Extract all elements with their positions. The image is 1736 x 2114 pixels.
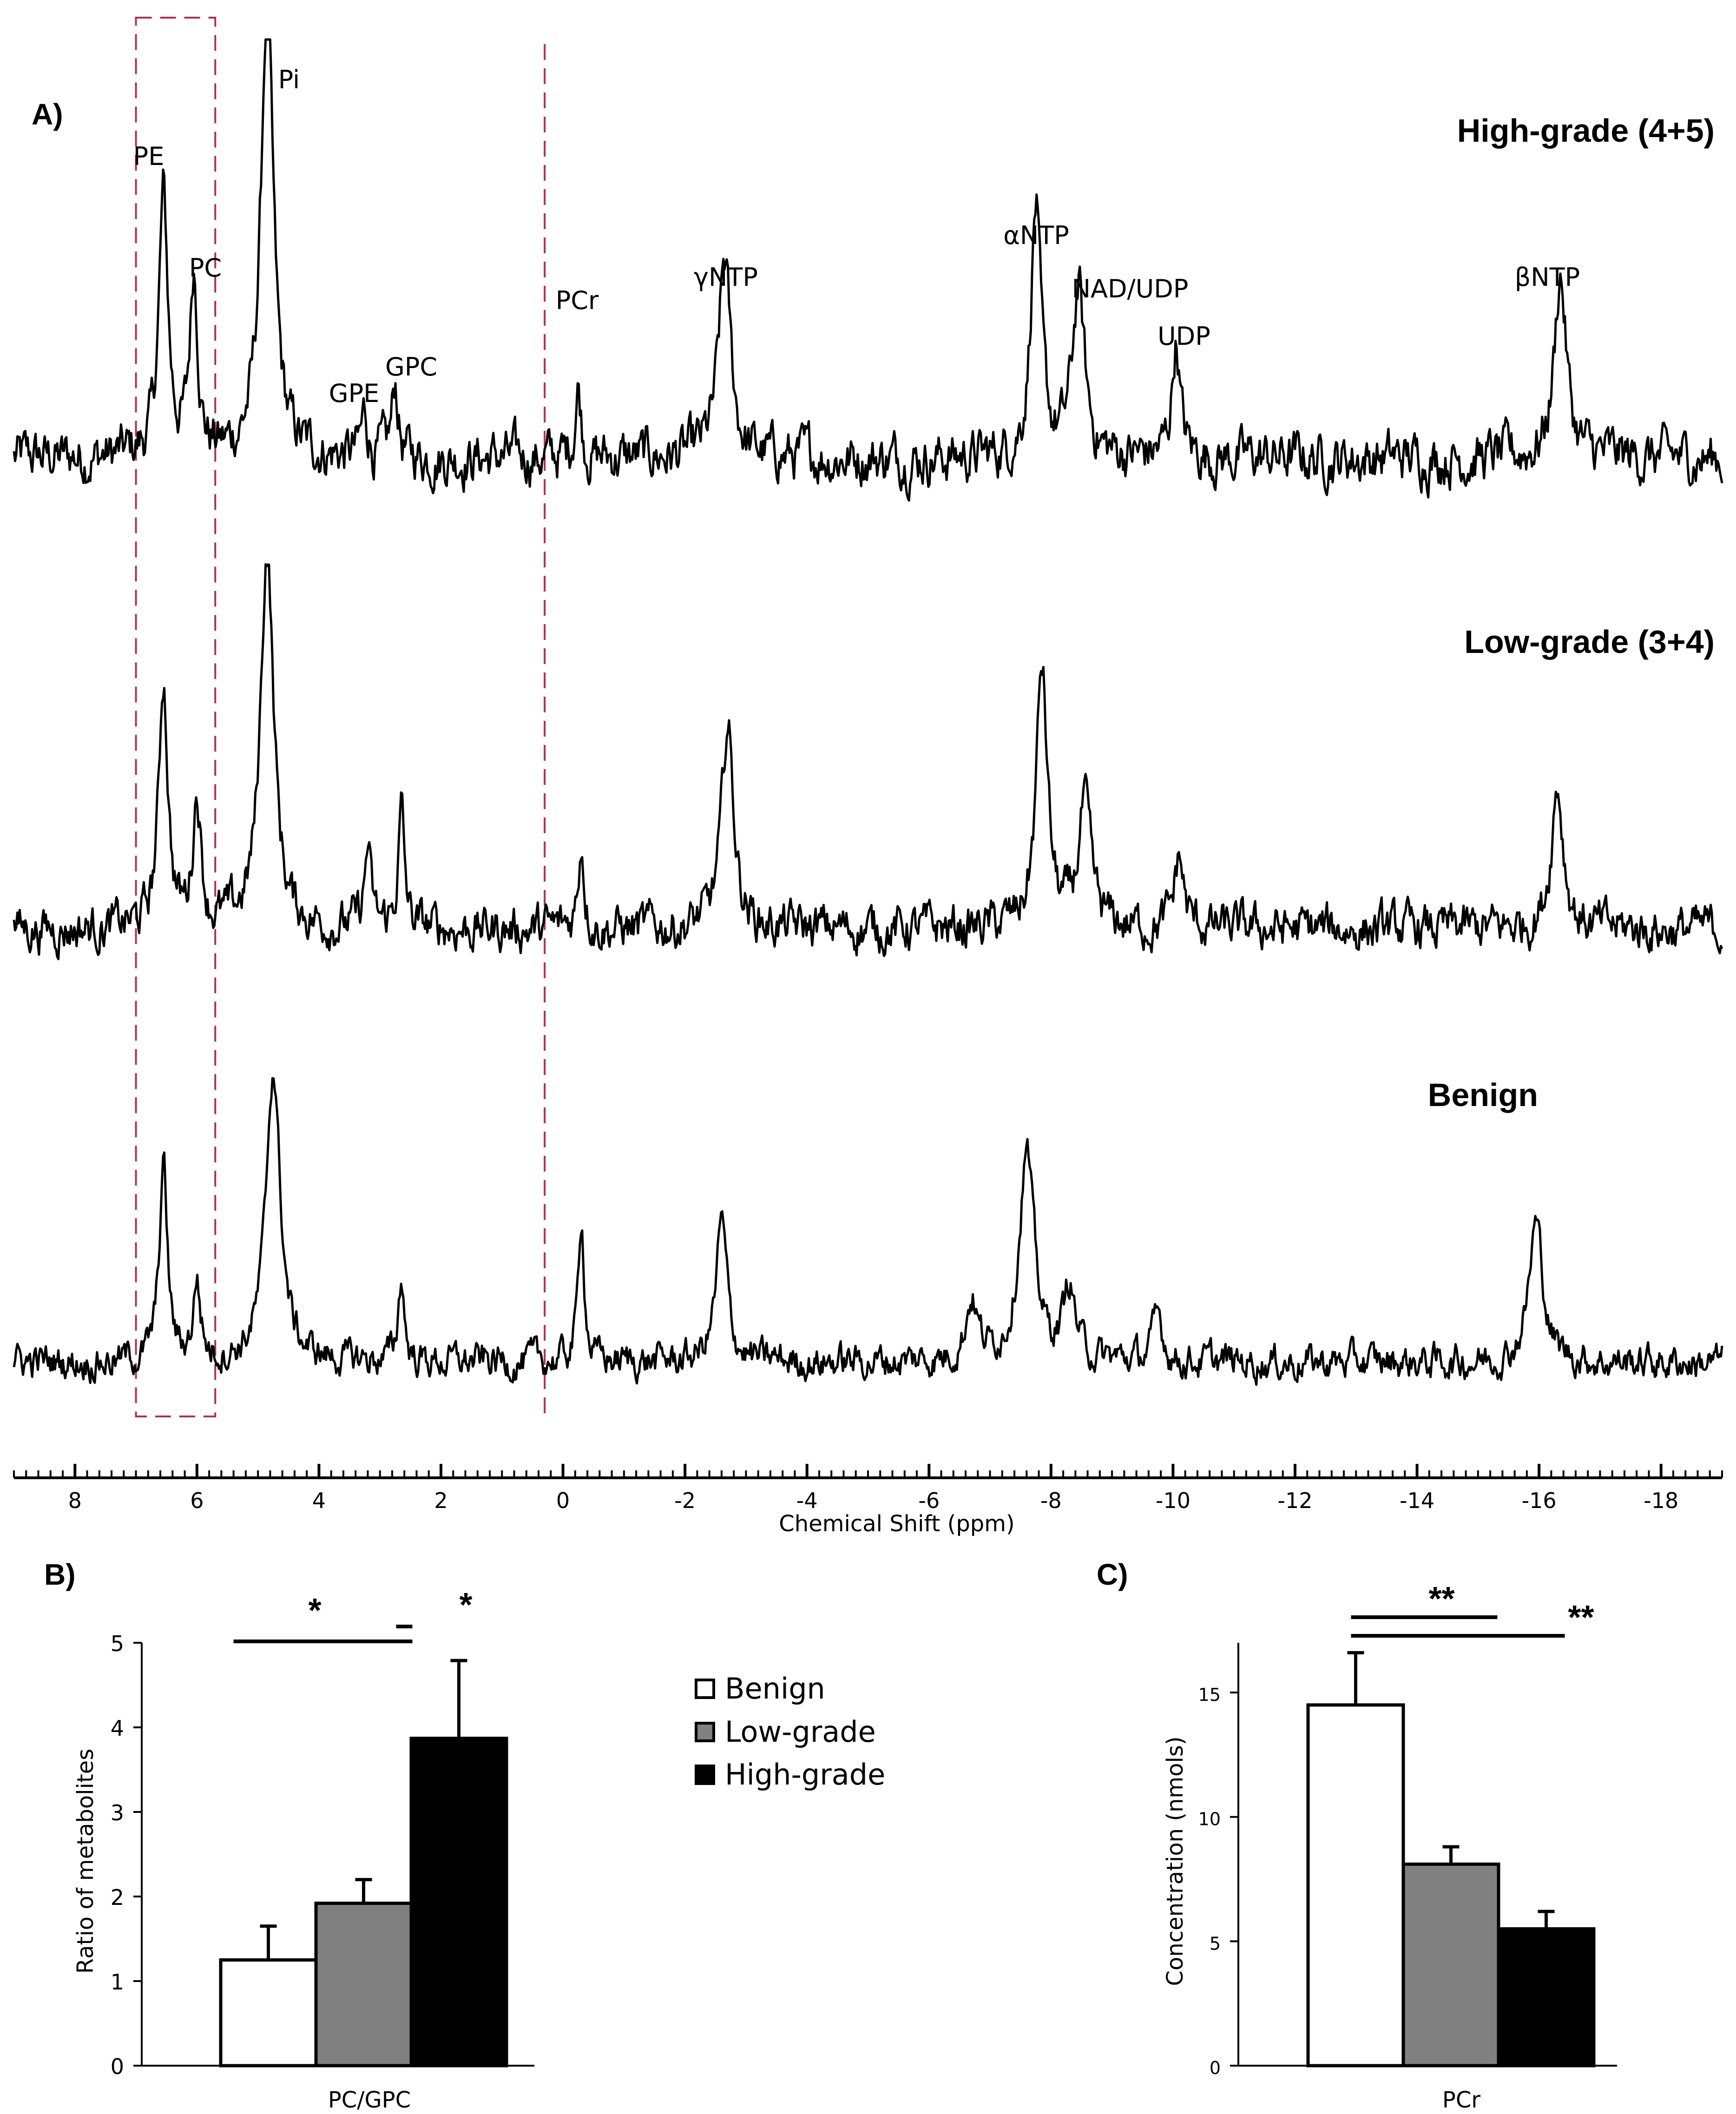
peak-label-gpc: GPC	[385, 352, 437, 382]
panel-c-y-axis-title: Concentration (nmols)	[1162, 1736, 1188, 1986]
significance-mark: **	[1568, 1599, 1594, 1636]
bar-low-grade	[1401, 1862, 1500, 2068]
highlight-box-pe-pc	[135, 17, 217, 1417]
trace-label-high-grade: High-grade (4+5)	[1457, 112, 1715, 149]
ppm-tick-label: -4	[796, 1488, 818, 1513]
ppm-tick-label: 4	[312, 1488, 326, 1513]
legend: Benign Low-grade High-grade	[695, 1672, 885, 1791]
peak-label-alpha-ntp: αNTP	[1003, 221, 1069, 250]
panel-b-y-axis-title: Ratio of metabolites	[72, 1749, 99, 1974]
spectrum-trace-benign	[13, 1077, 1723, 1386]
panel-b-plot: 0 1 2 3 4 5 * *	[111, 1587, 534, 2079]
legend-swatch-benign	[695, 1679, 715, 1699]
ppm-tick-label: -18	[1644, 1488, 1678, 1513]
ppm-tick-label: -12	[1277, 1488, 1312, 1513]
ppm-tick-label: -14	[1400, 1488, 1434, 1513]
bar-benign	[219, 1958, 318, 2068]
ppm-axis-title: Chemical Shift (ppm)	[779, 1511, 1014, 1537]
y-tick-label: 1	[111, 1969, 124, 1995]
y-tick-label: 0	[111, 2054, 124, 2079]
peak-label-gpe: GPE	[329, 379, 380, 408]
y-tick-label: 3	[111, 1800, 124, 1825]
peak-labels: PE PC Pi GPE GPC PCr γNTP αNTP NAD/UDP U…	[133, 65, 1580, 408]
legend-label-benign: Benign	[725, 1672, 825, 1706]
y-tick-label: 2	[111, 1885, 124, 1910]
y-tick-label: 5	[111, 1631, 124, 1656]
highlight-boxes	[135, 17, 546, 1417]
ppm-tick-label: -16	[1522, 1488, 1557, 1513]
ppm-tick-label: -2	[674, 1488, 696, 1513]
ppm-axis: 8 6 4 2 0 -2 -4 -6 -8 -10 -12 -14 -16 -18 Chemical Sh…	[13, 1464, 1723, 1537]
peak-label-nad-udp: NAD/UDP	[1072, 274, 1189, 303]
trace-label-low-grade: Low-grade (3+4)	[1464, 624, 1715, 660]
ppm-ticks: 8 6 4 2 0 -2 -4 -6 -8 -10 -12 -14 -16 -18	[13, 1464, 1723, 1513]
panel-a-spectra: A) High-grade (4+5) Low-grade (3+4) Beni…	[13, 17, 1723, 1537]
legend-swatch-low-grade	[695, 1722, 715, 1742]
panel-c-pcr-bars: C) 0 5 10 15 ** ** Concentration (nmols) PCr	[1097, 1558, 1617, 2113]
y-tick-label: 10	[1198, 1809, 1221, 1830]
ppm-tick-label: 0	[556, 1488, 570, 1513]
y-tick-label: 4	[111, 1716, 124, 1741]
spectrum-trace-low-grade	[13, 563, 1723, 961]
y-tick-label: 15	[1198, 1685, 1221, 1705]
significance-mark: **	[1428, 1581, 1454, 1618]
spectrum-trace-high-grade	[13, 38, 1723, 502]
panel-c-plot: 0 5 10 15 ** **	[1198, 1581, 1617, 2078]
panel-c-category-label: PCr	[1442, 2087, 1480, 2113]
bar-benign	[1306, 1703, 1405, 2068]
ppm-tick-label: -8	[1040, 1488, 1062, 1513]
peak-label-gamma-ntp: γNTP	[694, 263, 758, 292]
spectra-traces	[13, 38, 1723, 1386]
peak-label-pi: Pi	[278, 65, 300, 94]
legend-label-low-grade: Low-grade	[725, 1715, 876, 1749]
bar-low-grade	[314, 1902, 413, 2068]
bar-high-grade	[1497, 1927, 1596, 2068]
peak-label-pe: PE	[133, 142, 164, 171]
panel-b-label: B)	[44, 1558, 76, 1591]
peak-label-udp: UDP	[1157, 322, 1210, 351]
y-tick-label: 0	[1210, 2058, 1221, 2078]
legend-label-high-grade: High-grade	[725, 1758, 885, 1791]
ppm-tick-label: 8	[68, 1488, 82, 1513]
legend-swatch-high-grade	[695, 1765, 715, 1785]
ppm-tick-label: 6	[190, 1488, 204, 1513]
trace-labels: High-grade (4+5) Low-grade (3+4) Benign	[1428, 112, 1715, 1113]
bar-high-grade	[409, 1737, 508, 2068]
ppm-tick-label: -10	[1156, 1488, 1190, 1513]
panel-a-label: A)	[32, 98, 63, 131]
significance-mark: *	[308, 1592, 321, 1629]
y-tick-label: 5	[1210, 1933, 1221, 1954]
ppm-tick-label: -6	[918, 1488, 940, 1513]
ppm-tick-label: 2	[434, 1488, 447, 1513]
significance-mark: *	[459, 1587, 472, 1624]
peak-label-beta-ntp: βNTP	[1515, 263, 1580, 292]
panel-c-label: C)	[1097, 1558, 1128, 1591]
peak-label-pcr: PCr	[556, 286, 599, 315]
panel-b-pc-gpc-bars: B) 0 1 2 3 4 5 * * Ratio of metabolites PC/GPC	[44, 1558, 534, 2113]
peak-label-pc: PC	[189, 253, 222, 283]
trace-label-benign: Benign	[1428, 1077, 1538, 1113]
panel-b-category-label: PC/GPC	[328, 2087, 411, 2113]
